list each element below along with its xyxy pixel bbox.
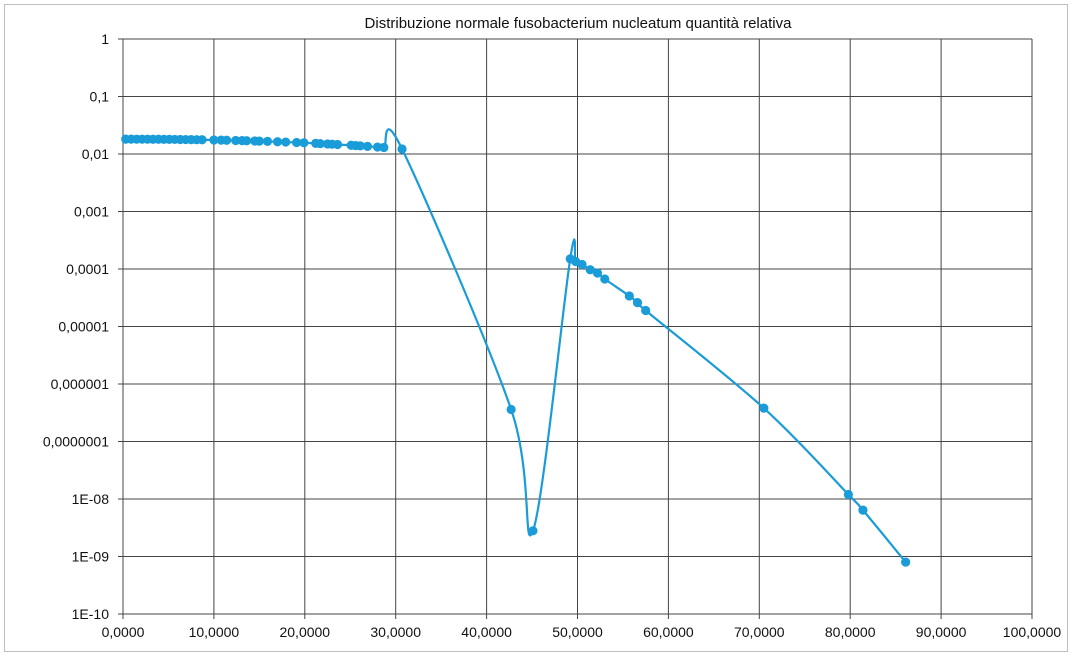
data-point (332, 139, 343, 150)
data-point (528, 526, 538, 536)
data-point (272, 137, 283, 147)
y-tick-label: 0,1 (90, 89, 110, 105)
data-point (397, 144, 407, 154)
x-tick-label: 40,0000 (461, 624, 512, 640)
chart-title: Distribuzione normale fusobacterium nucl… (365, 15, 793, 32)
y-tick-label: 0,001 (74, 204, 109, 220)
x-tick-label: 60,0000 (643, 624, 694, 640)
data-point (222, 135, 232, 145)
data-point (600, 274, 610, 284)
y-tick-label: 1E-10 (72, 606, 110, 622)
data-point (901, 557, 911, 567)
y-tick-label: 0,00001 (58, 319, 109, 335)
curve-layer (125, 128, 907, 563)
y-tick-label: 1E-09 (72, 549, 110, 565)
x-tick-label: 70,0000 (734, 624, 785, 640)
x-tick-label: 50,0000 (552, 624, 603, 640)
data-point (624, 291, 634, 301)
x-tick-label: 90,0000 (916, 624, 967, 640)
x-tick-label: 30,0000 (370, 624, 421, 640)
y-tick-label: 0,01 (82, 146, 109, 162)
data-point (759, 403, 769, 413)
data-point (262, 136, 273, 146)
data-point (315, 138, 325, 149)
data-point (281, 137, 291, 147)
y-tick-label: 0,0000001 (43, 434, 109, 450)
data-point (292, 137, 302, 148)
data-point (299, 138, 309, 148)
data-point (585, 265, 595, 275)
x-tick-label: 20,0000 (279, 624, 330, 640)
data-point (242, 136, 252, 146)
y-tick-label: 0,000001 (51, 376, 110, 392)
data-point (577, 259, 587, 270)
data-point (355, 141, 365, 151)
series-line (125, 128, 907, 563)
data-point (843, 489, 853, 500)
data-point (362, 141, 373, 151)
data-point (254, 136, 264, 146)
data-point (858, 505, 868, 515)
x-tick-label: 10,0000 (189, 624, 240, 640)
axis-layer: 0,0000 10,0000 20,0000 30,0000 40,0000 50,000… (43, 31, 1062, 640)
grid-layer (123, 38, 1033, 614)
data-point (209, 135, 219, 145)
point-layer (121, 134, 911, 567)
y-tick-label: 1E-08 (72, 491, 110, 507)
y-tick-label: 0,0001 (66, 261, 109, 277)
x-tick-label: 80,0000 (825, 624, 876, 640)
x-tick-label: 0,0000 (102, 624, 145, 640)
data-point (379, 142, 389, 153)
data-point (632, 298, 643, 308)
x-tick-label: 100,0000 (1003, 624, 1062, 640)
data-point (506, 404, 516, 415)
data-point (197, 135, 207, 145)
data-point (592, 268, 603, 278)
y-tick-label: 1 (101, 31, 109, 47)
data-point (641, 305, 651, 316)
